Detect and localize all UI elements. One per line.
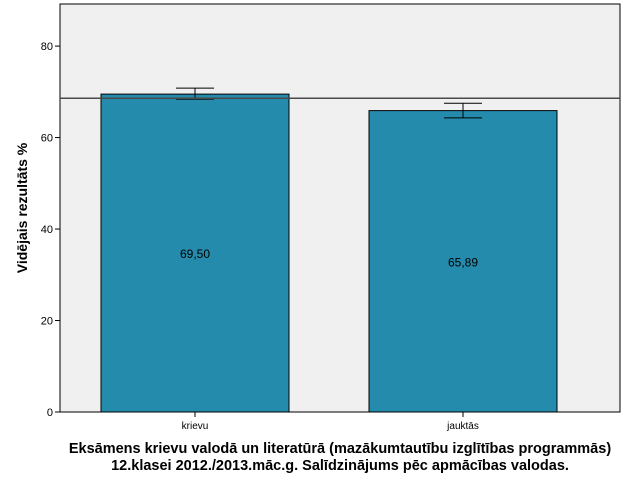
- y-tick-label: 80: [41, 41, 53, 53]
- bar-value-label: 69,50: [180, 247, 210, 261]
- y-tick-label: 40: [41, 224, 53, 236]
- y-axis-label: Vidējais rezultāts %: [14, 142, 30, 273]
- x-tick-label: krievu: [182, 421, 209, 432]
- chart-title-line-2: 12.klasei 2012./2013.māc.g. Salīdzinājum…: [111, 458, 569, 474]
- bar-value-label: 65,89: [448, 255, 478, 269]
- bar-chart: 0 20 40 60 80 Vidējais rezultāts % 69,50 krievu…: [14, 3, 621, 432]
- bar-krievu: [100, 93, 290, 413]
- y-tick-label: 60: [41, 133, 53, 145]
- y-tick-label: 20: [41, 316, 53, 328]
- chart-title-line-1: Eksāmens krievu valodā un literatūrā (ma…: [68, 441, 612, 457]
- x-tick-label: jauktās: [446, 421, 479, 432]
- y-tick-label: 0: [47, 407, 53, 419]
